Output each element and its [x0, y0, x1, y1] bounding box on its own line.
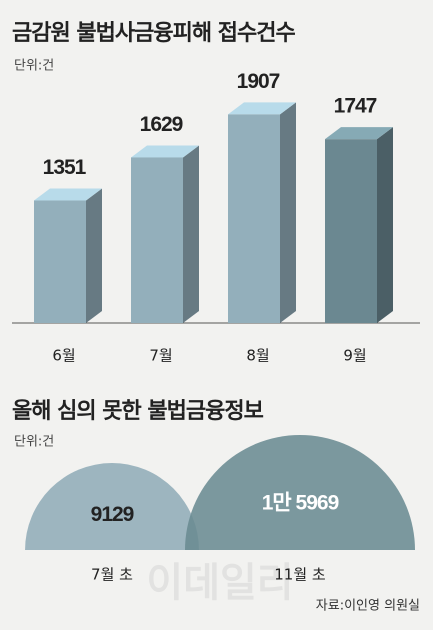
- bar-side: [183, 145, 199, 323]
- semicircle: [185, 435, 415, 550]
- x-tick-label: 7월: [149, 347, 172, 365]
- bar-top: [325, 127, 393, 140]
- value-label: 1629: [140, 113, 183, 136]
- x-tick-label: 9월: [343, 347, 366, 365]
- bar: [34, 200, 86, 323]
- bar-top: [131, 145, 199, 158]
- bar: [131, 157, 183, 323]
- chart-title: 금감원 불법사금융피해 접수건수: [12, 21, 295, 46]
- semicircle: [25, 463, 199, 551]
- bar-top: [34, 188, 102, 201]
- bar-side: [377, 127, 393, 323]
- category-label: 7월 초: [91, 566, 133, 584]
- chart-title: 올해 심의 못한 불법금융정보: [12, 399, 264, 424]
- value-label: 9129: [91, 503, 134, 526]
- watermark: 이데일리: [146, 560, 293, 606]
- category-label: 11월 초: [274, 566, 326, 584]
- x-tick-label: 8월: [246, 347, 269, 365]
- bar-side: [86, 188, 102, 323]
- unit-label: 단위:건: [14, 59, 54, 74]
- bar-side: [280, 102, 296, 323]
- value-label: 1747: [334, 95, 377, 118]
- value-label: 1351: [43, 156, 87, 179]
- source: 자료:이인영 의원실: [316, 599, 420, 614]
- bar: [325, 139, 377, 323]
- bar-top: [228, 102, 296, 115]
- bar: [228, 114, 280, 323]
- x-tick-label: 6월: [52, 347, 75, 365]
- value-label: 1만 5969: [262, 492, 339, 515]
- value-label: 1907: [237, 70, 280, 93]
- unit-label: 단위:건: [14, 435, 54, 450]
